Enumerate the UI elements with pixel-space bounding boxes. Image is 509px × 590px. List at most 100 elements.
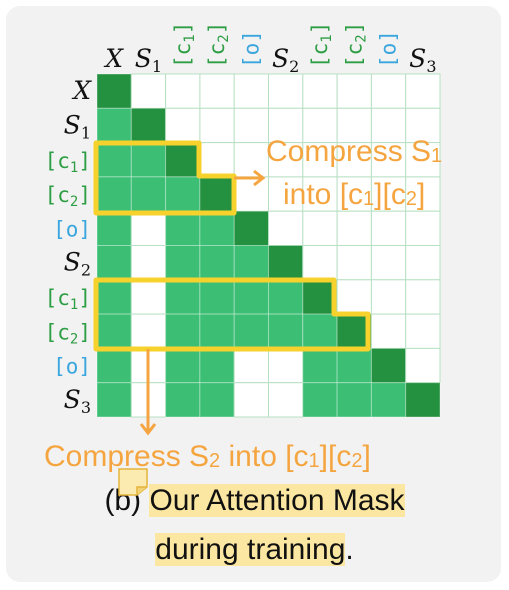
mask-cell <box>336 382 372 418</box>
mask-cell <box>370 210 407 246</box>
mask-cell <box>199 176 235 212</box>
mask-cell <box>302 347 338 384</box>
column-label: [c1] <box>171 22 198 68</box>
compress-s2-label: Compress S2 into [c1][c2] <box>44 440 371 473</box>
mask-cell <box>165 279 201 315</box>
row-label: S2 <box>64 248 91 280</box>
column-label: [o] <box>239 30 263 68</box>
mask-cell <box>336 73 372 109</box>
row-label: [o] <box>53 217 91 241</box>
mask-cell <box>405 279 441 315</box>
mask-cell <box>199 73 235 109</box>
mask-cell <box>302 210 338 246</box>
row-label: [c2] <box>45 320 91 347</box>
column-label: S1 <box>135 44 162 76</box>
mask-cell <box>268 176 304 212</box>
mask-cell <box>96 107 132 144</box>
mask-cell <box>199 382 235 418</box>
mask-cell <box>336 245 372 281</box>
mask-cell <box>405 347 441 384</box>
mask-cell <box>405 210 441 246</box>
mask-cell <box>302 313 338 349</box>
column-label-rotated: [c2] <box>342 22 369 68</box>
mask-cell <box>405 176 441 212</box>
mask-cell <box>405 142 441 178</box>
column-labels: X S1 [c1] [c2] [o] S2 [c1] [c2] [o] S3 <box>103 22 436 76</box>
mask-cell <box>268 73 304 109</box>
mask-cell <box>199 279 235 315</box>
mask-cell <box>96 210 132 246</box>
mask-cell <box>233 382 269 418</box>
mask-cell <box>405 107 441 144</box>
sticky-note-icon[interactable] <box>117 467 149 497</box>
mask-cell <box>165 347 201 384</box>
mask-cell <box>130 107 167 144</box>
mask-cell <box>96 313 132 349</box>
row-label: [c2] <box>45 183 91 210</box>
mask-cell <box>268 107 304 144</box>
mask-cell <box>130 176 167 212</box>
column-label: X <box>103 44 124 73</box>
mask-cell <box>96 73 132 109</box>
mask-cell <box>96 245 132 281</box>
mask-cell <box>370 176 407 212</box>
mask-cell <box>165 210 201 246</box>
mask-cell <box>233 176 269 212</box>
column-label: [c1] <box>308 22 335 68</box>
compress-s2-arrow <box>139 349 157 436</box>
mask-cell <box>199 210 235 246</box>
row-label: [c1] <box>45 286 91 313</box>
mask-cell <box>405 382 441 418</box>
mask-cell <box>233 107 269 144</box>
mask-cell <box>233 73 269 109</box>
mask-cell <box>302 245 338 281</box>
mask-cell <box>302 279 338 315</box>
column-label-rotated: [o] <box>377 30 401 68</box>
mask-cell <box>130 245 167 281</box>
mask-cell <box>268 245 304 281</box>
mask-cell <box>96 382 132 418</box>
mask-cell <box>96 176 132 212</box>
mask-cell <box>268 279 304 315</box>
row-label: [c1] <box>45 149 91 176</box>
mask-cell <box>268 313 304 349</box>
compress-s2-highlight-box <box>93 277 371 352</box>
mask-cell <box>199 245 235 281</box>
mask-cell <box>302 382 338 418</box>
mask-cell <box>130 313 167 349</box>
row-label: [o] <box>53 355 91 379</box>
mask-cell <box>268 347 304 384</box>
row-label: X <box>71 76 92 105</box>
mask-cell <box>165 107 201 144</box>
compress-s1-label-line1: Compress S1 <box>266 135 442 168</box>
mask-cell <box>370 279 407 315</box>
mask-cell <box>165 313 201 349</box>
caption-highlight-2: during training <box>155 533 346 566</box>
caption-highlight-1: Our Attention Mask <box>149 484 405 517</box>
mask-cell <box>130 279 167 315</box>
mask-cell <box>233 347 269 384</box>
mask-cell <box>370 73 407 109</box>
mask-cell <box>199 347 235 384</box>
mask-cell <box>336 107 372 144</box>
mask-cell <box>268 382 304 418</box>
mask-cell <box>165 245 201 281</box>
row-label: S3 <box>64 385 91 417</box>
mask-cell <box>165 176 201 212</box>
mask-cell <box>233 245 269 281</box>
mask-cell <box>96 347 132 384</box>
column-label: [c2] <box>342 22 369 68</box>
mask-cell <box>233 313 269 349</box>
column-label: S3 <box>409 44 436 76</box>
mask-cell <box>199 107 235 144</box>
mask-cell <box>302 176 338 212</box>
compress-s1-label-line2: into [c1][c2] <box>283 178 425 211</box>
mask-cell <box>370 245 407 281</box>
mask-cell <box>268 210 304 246</box>
mask-cell <box>302 73 338 109</box>
mask-cell <box>199 313 235 349</box>
caption-line2: during training. <box>0 533 509 567</box>
mask-cell <box>405 313 441 349</box>
mask-cell <box>405 245 441 281</box>
